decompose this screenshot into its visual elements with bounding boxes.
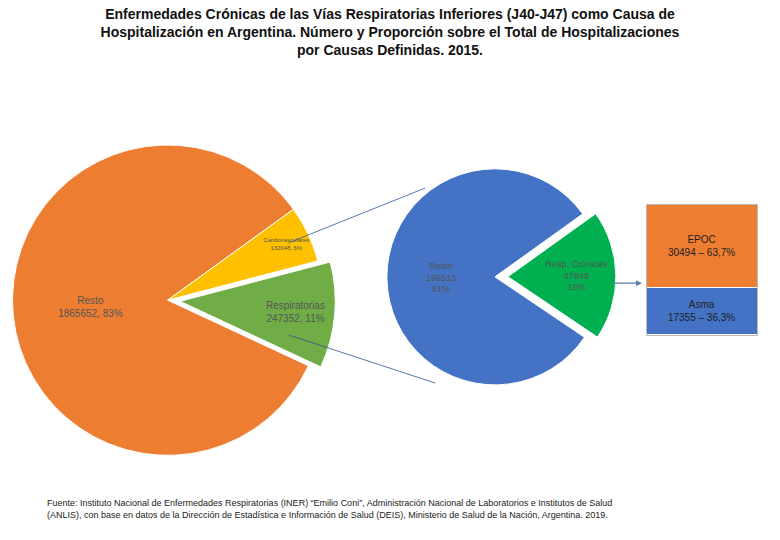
svg-text:Cardiovasculares132048, 6%: Cardiovasculares132048, 6% <box>263 237 309 251</box>
svg-text:Resp. Crónicas4784919%: Resp. Crónicas4784919% <box>546 259 608 292</box>
svg-text:EPOC30494 – 63,7%: EPOC30494 – 63,7% <box>668 234 735 258</box>
svg-text:Asma17355 – 36,3%: Asma17355 – 36,3% <box>668 299 735 323</box>
svg-text:Resto1865652, 83%: Resto1865652, 83% <box>58 295 123 319</box>
svg-text:Fuente: Instituto Nacional de: Fuente: Instituto Nacional de Enfermedad… <box>47 498 612 520</box>
svg-text:Resto19951381%: Resto19951381% <box>426 261 456 294</box>
svg-text:Enfermedades Crónicas de las V: Enfermedades Crónicas de las Vías Respir… <box>101 6 680 58</box>
svg-text:Respiratorias247352, 11%: Respiratorias247352, 11% <box>266 300 325 324</box>
